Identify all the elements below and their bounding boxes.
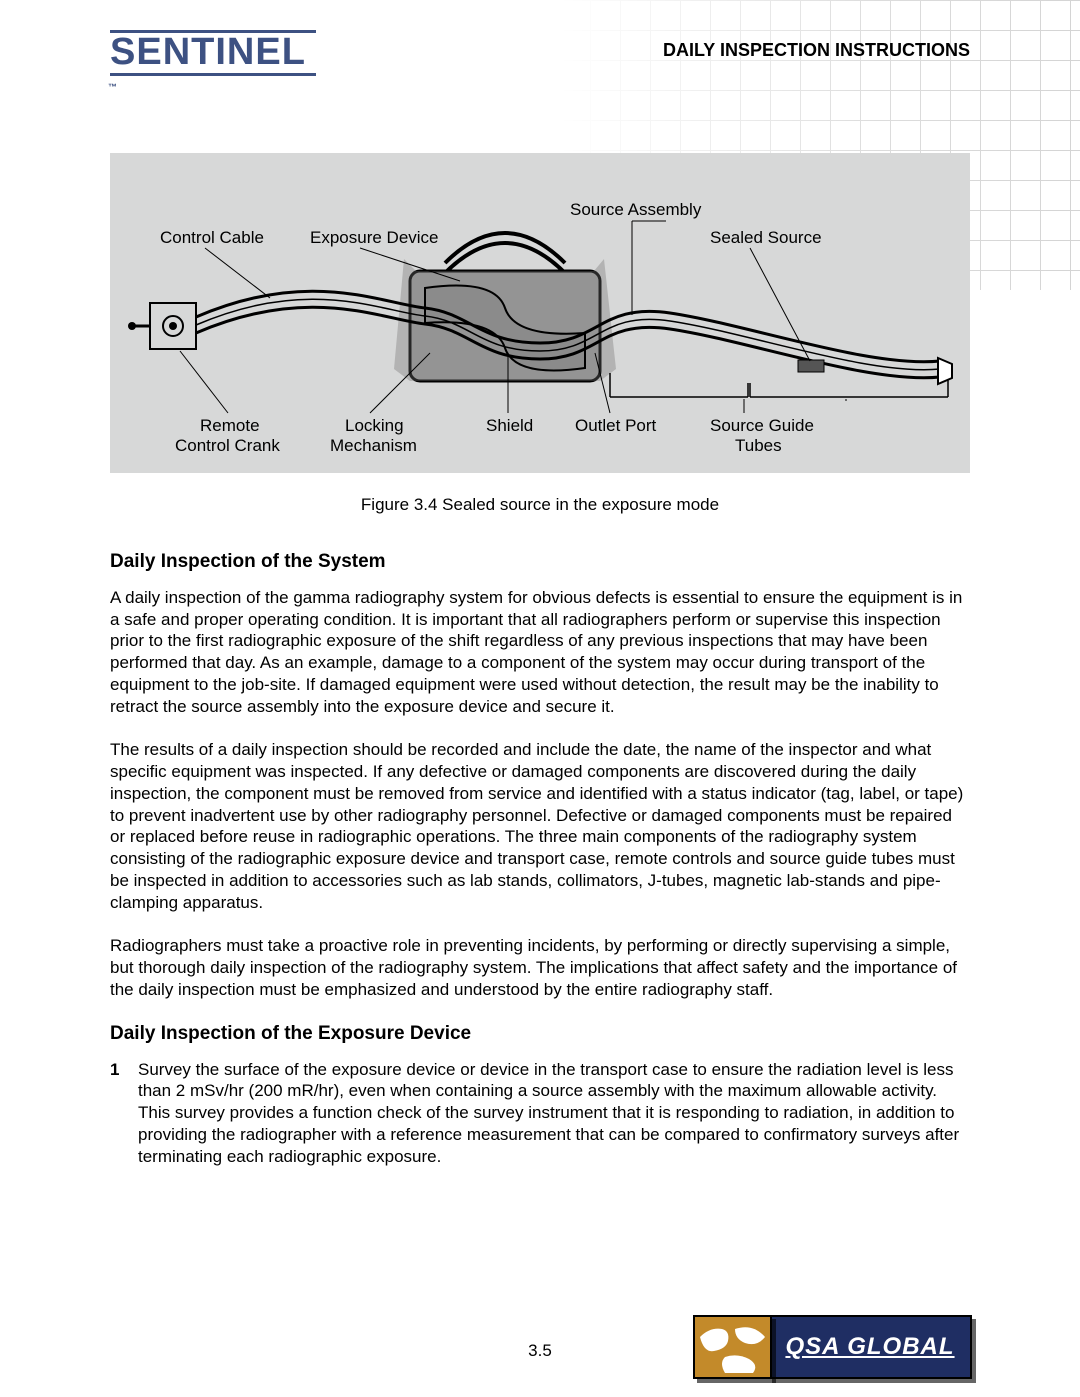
label-sgt-l1: Source Guide: [710, 416, 814, 435]
label-outlet-port: Outlet Port: [575, 416, 657, 435]
paragraph-2: The results of a daily inspection should…: [110, 739, 970, 913]
page-header: SENTINEL ™ DAILY INSPECTION INSTRUCTIONS: [110, 30, 970, 119]
footer-logo: QSA GLOBAL: [695, 1317, 970, 1377]
figure-caption: Figure 3.4 Sealed source in the exposure…: [110, 495, 970, 515]
paragraph-3: Radiographers must take a proactive role…: [110, 935, 970, 1000]
control-crank-shape: [128, 303, 196, 349]
figure-diagram: Control Cable Exposure Device Source Ass…: [110, 153, 970, 473]
label-source-assembly: Source Assembly: [570, 200, 702, 219]
page: SENTINEL ™ DAILY INSPECTION INSTRUCTIONS: [0, 0, 1080, 1397]
label-remote-l1: Remote: [200, 416, 260, 435]
list-item-1: 1 Survey the surface of the exposure dev…: [110, 1059, 970, 1168]
brand-name: SENTINEL: [110, 30, 316, 76]
footer-brand: QSA GLOBAL: [770, 1317, 970, 1377]
sealed-source-shape: [798, 360, 824, 372]
header-title: DAILY INSPECTION INSTRUCTIONS: [663, 40, 970, 61]
list-item-1-number: 1: [110, 1059, 138, 1168]
label-control-cable: Control Cable: [160, 228, 264, 247]
section1-heading: Daily Inspection of the System: [110, 551, 970, 573]
label-locking-l2: Mechanism: [330, 436, 417, 455]
label-locking-l1: Locking: [345, 416, 404, 435]
label-sgt-l2: Tubes: [735, 436, 782, 455]
brand-logo: SENTINEL ™: [110, 30, 316, 119]
label-shield: Shield: [486, 416, 533, 435]
label-remote-l2: Control Crank: [175, 436, 280, 455]
label-sealed-source: Sealed Source: [710, 228, 822, 247]
paragraph-1: A daily inspection of the gamma radiogra…: [110, 587, 970, 718]
globe-icon: [695, 1317, 770, 1377]
section2-heading: Daily Inspection of the Exposure Device: [110, 1023, 970, 1045]
list-item-1-text: Survey the surface of the exposure devic…: [138, 1059, 970, 1168]
diagram-svg: Control Cable Exposure Device Source Ass…: [110, 153, 970, 473]
label-exposure-device: Exposure Device: [310, 228, 439, 247]
trademark: ™: [108, 82, 118, 92]
